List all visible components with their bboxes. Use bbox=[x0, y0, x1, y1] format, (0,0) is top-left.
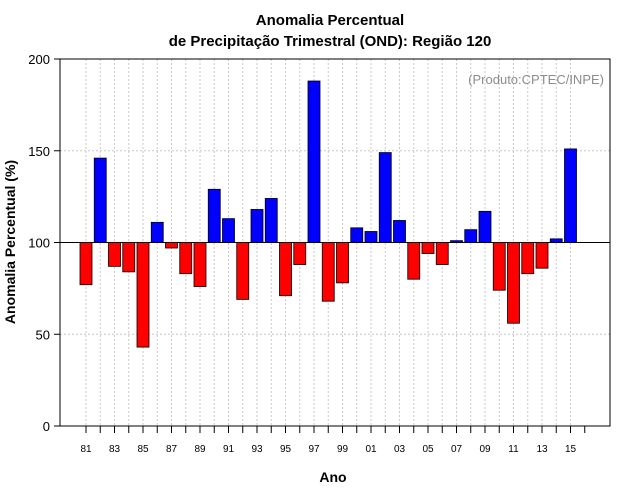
bar-12 bbox=[521, 242, 535, 275]
chart-title-line-2: de Precipitação Trimestral (OND): Região… bbox=[169, 33, 492, 50]
x-tick-label-97: 97 bbox=[308, 444, 320, 455]
x-tick-label-85: 85 bbox=[137, 444, 149, 455]
bar-98 bbox=[321, 242, 335, 302]
y-tick-label-150: 150 bbox=[28, 144, 50, 159]
bar-81 bbox=[79, 242, 93, 286]
bar-04 bbox=[407, 242, 421, 280]
bar-94 bbox=[264, 198, 278, 243]
x-tick-label-99: 99 bbox=[337, 444, 349, 455]
bar-93 bbox=[250, 209, 264, 243]
x-tick-label-03: 03 bbox=[394, 444, 406, 455]
chart-title-line-1: Anomalia Percentual bbox=[256, 12, 404, 29]
bar-10 bbox=[492, 242, 506, 291]
bar-90 bbox=[207, 188, 221, 243]
bar-84 bbox=[122, 242, 136, 273]
y-tick-label-200: 200 bbox=[28, 52, 50, 67]
bar-02 bbox=[378, 152, 392, 243]
bar-03 bbox=[393, 220, 406, 243]
bar-09 bbox=[478, 210, 492, 243]
y-axis: 0 50 100 150 200 bbox=[28, 52, 60, 434]
bar-82 bbox=[93, 157, 107, 243]
bar-06 bbox=[435, 242, 449, 265]
x-tick-label-15: 15 bbox=[565, 444, 577, 455]
bar-85 bbox=[136, 242, 150, 348]
x-tick-label-83: 83 bbox=[109, 444, 121, 455]
bar-13 bbox=[535, 242, 549, 269]
x-tick-label-05: 05 bbox=[422, 444, 434, 455]
bar-97 bbox=[307, 80, 321, 243]
bar-05 bbox=[421, 242, 435, 254]
x-axis-label: Ano bbox=[319, 469, 346, 485]
bar-96 bbox=[293, 242, 307, 265]
x-axis: 81 83 85 87 89 91 93 95 97 99 01 03 05 07 09 11 13 15 bbox=[80, 426, 586, 455]
bar-86 bbox=[150, 221, 164, 243]
y-axis-label: Anomalia Percentual (%) bbox=[2, 160, 18, 324]
grid bbox=[60, 59, 610, 426]
x-tick-label-89: 89 bbox=[194, 444, 206, 455]
x-tick-label-95: 95 bbox=[280, 444, 292, 455]
bar-11 bbox=[507, 242, 520, 324]
bar-87 bbox=[165, 242, 178, 249]
y-tick-label-50: 50 bbox=[36, 327, 50, 342]
bars bbox=[79, 80, 577, 348]
bar-88 bbox=[179, 242, 193, 275]
x-tick-label-09: 09 bbox=[479, 444, 491, 455]
x-tick-label-07: 07 bbox=[451, 444, 463, 455]
bar-15 bbox=[564, 148, 577, 243]
bar-99 bbox=[336, 242, 349, 284]
x-tick-label-93: 93 bbox=[251, 444, 263, 455]
x-tick-label-81: 81 bbox=[80, 444, 92, 455]
bar-08 bbox=[464, 229, 478, 243]
x-tick-label-13: 13 bbox=[536, 444, 548, 455]
bar-14 bbox=[549, 238, 563, 243]
source-note: (Produto:CPTEC/INPE) bbox=[468, 72, 604, 87]
bar-95 bbox=[279, 242, 292, 297]
x-tick-label-91: 91 bbox=[223, 444, 235, 455]
bar-01 bbox=[364, 231, 378, 243]
x-tick-label-01: 01 bbox=[365, 444, 377, 455]
x-tick-label-11: 11 bbox=[508, 444, 519, 455]
y-tick-label-0: 0 bbox=[43, 419, 50, 434]
bar-91 bbox=[222, 218, 235, 243]
x-tick-label-87: 87 bbox=[166, 444, 178, 455]
bar-89 bbox=[193, 242, 207, 287]
bar-00 bbox=[350, 227, 364, 243]
y-tick-label-100: 100 bbox=[28, 236, 50, 251]
bar-83 bbox=[108, 242, 121, 267]
bar-92 bbox=[236, 242, 250, 300]
